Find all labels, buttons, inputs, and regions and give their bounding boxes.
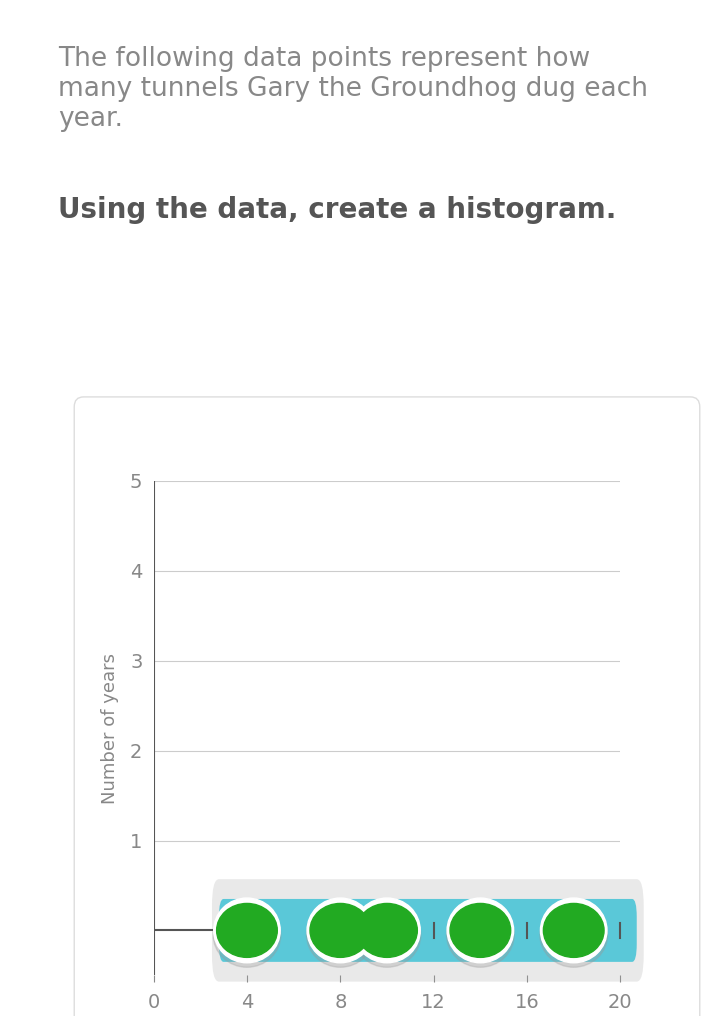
Ellipse shape (353, 902, 421, 967)
Text: many tunnels Gary the Groundhog dug each: many tunnels Gary the Groundhog dug each (58, 76, 648, 102)
Ellipse shape (446, 902, 514, 967)
Ellipse shape (540, 902, 608, 967)
Ellipse shape (356, 903, 418, 957)
Ellipse shape (447, 898, 513, 963)
Ellipse shape (450, 903, 510, 957)
Ellipse shape (217, 903, 277, 957)
Ellipse shape (307, 898, 374, 963)
Ellipse shape (354, 898, 420, 963)
Ellipse shape (310, 903, 371, 957)
Text: year.: year. (58, 106, 123, 132)
Ellipse shape (213, 902, 281, 967)
Ellipse shape (307, 902, 374, 967)
Ellipse shape (214, 898, 280, 963)
Text: The following data points represent how: The following data points represent how (58, 46, 590, 72)
FancyBboxPatch shape (74, 397, 700, 1016)
Ellipse shape (541, 898, 607, 963)
Text: Using the data, create a histogram.: Using the data, create a histogram. (58, 196, 616, 224)
FancyBboxPatch shape (219, 899, 636, 962)
Ellipse shape (544, 903, 604, 957)
Y-axis label: Number of years: Number of years (101, 652, 119, 804)
FancyBboxPatch shape (212, 879, 644, 981)
